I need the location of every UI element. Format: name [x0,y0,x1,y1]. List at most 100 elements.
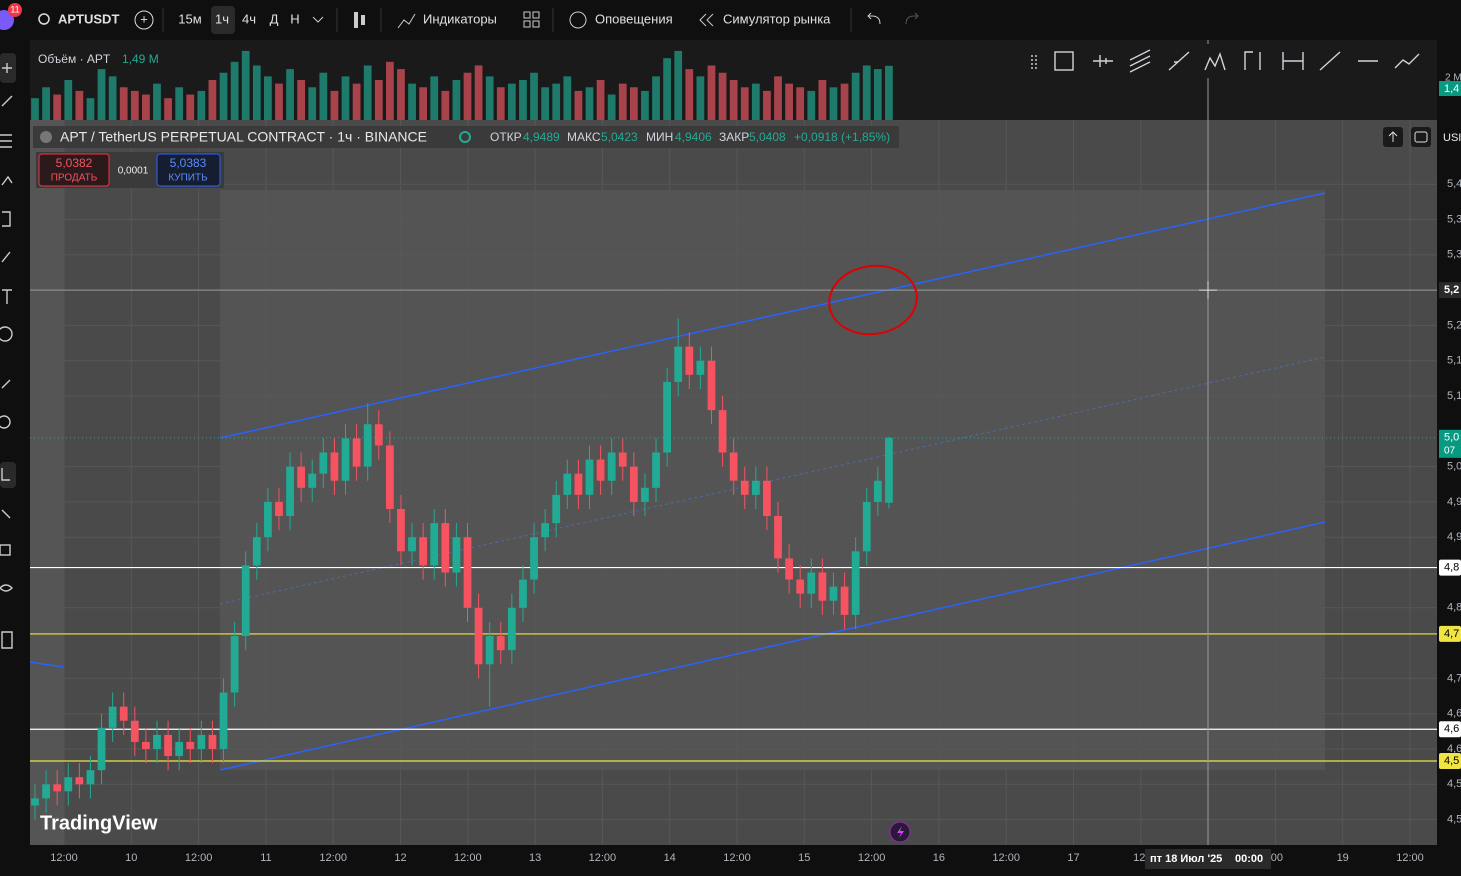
add-symbol[interactable] [134,10,154,30]
buy-button[interactable] [156,153,221,187]
candle-body [385,445,394,509]
ohlc-low-label: МИН [646,130,673,144]
indicators-icon [397,13,416,29]
channel-top [219,192,1326,439]
candle-body [86,770,95,785]
candle-body [297,466,306,488]
level-label: 4,6 [1444,723,1459,735]
candle-body [397,508,405,552]
x-tick-label: 14 [664,852,676,864]
volume-bar [696,76,705,120]
volume-bar [563,76,572,120]
indicators-button[interactable]: Индикаторы [423,11,497,26]
layout-icon[interactable] [523,11,531,19]
volume-bar [419,87,428,120]
y-tick-label: 5,3 [1447,213,1461,225]
annotation-circle [828,264,918,336]
interval[interactable]: Д [270,11,279,26]
volume-bar [507,83,516,120]
volume-bar [774,76,782,120]
candle-body [729,452,738,481]
redo[interactable] [905,12,919,25]
volume-bar [707,65,716,120]
y-tick-label: 4,9 [1447,496,1461,508]
volume-bar [485,76,494,120]
candle-body [275,501,283,517]
chart-type-icon[interactable] [354,12,358,28]
undo[interactable] [867,12,881,25]
y-tick-label: 4,6 [1447,743,1461,755]
volume-bar [153,83,161,120]
x-tick-label: 12:00 [992,852,1020,864]
crosshair-price-tag [1439,282,1461,299]
volume-bar [31,98,39,120]
sell-price: 5,0382 [56,156,93,170]
sell-button[interactable] [38,153,110,187]
volume-bar [86,98,95,120]
alert-icon [569,11,587,29]
candle-body [763,480,771,517]
candle-body [774,516,782,559]
candle-body [485,636,494,665]
volume-bar [186,94,195,120]
volume-bar [618,83,627,120]
level-label: 4,8 [1444,561,1459,573]
candle-body [164,734,172,757]
volume-bar [319,72,328,120]
volume-bar [807,90,816,120]
alerts-button[interactable]: Оповещения [595,11,673,26]
intervals: 15м 1ч 4ч Д Н [178,11,299,26]
volume-bar [751,83,760,120]
y-tick-label: 5,1 [1447,390,1461,402]
candle-body [419,537,428,566]
drawing-tools [0,53,16,649]
candle-body [696,360,705,375]
candle-body [663,381,671,453]
candle-body [97,727,106,771]
candle-body [796,579,805,594]
candle-body [596,459,605,481]
interval[interactable]: 1ч [215,11,229,26]
interval[interactable]: 4ч [242,11,256,26]
interval[interactable]: Н [290,11,299,26]
left-toolbar [0,40,28,876]
volume-bar [818,80,827,120]
y-tick-label: 5,2 [1447,319,1461,331]
volume-bar [219,72,228,120]
buy-price: 5,0383 [170,156,207,170]
candle-body [197,734,206,749]
x-tick-label: 10 [125,852,137,864]
volume-bar [530,72,538,120]
volume-title: Объём · APT [38,52,111,66]
volume-bar [574,90,583,120]
interval[interactable]: 15м [178,11,201,26]
trend-line [29,661,64,668]
fullscreen[interactable] [1411,127,1431,147]
volume-bar [197,90,206,120]
y-tick-label: 4,5 [1447,813,1461,825]
interval-dropdown[interactable] [312,16,324,23]
volume-bar [164,98,172,120]
volume-bar [740,87,749,120]
volume-bar [629,87,638,120]
volume-bar [286,69,294,120]
replay-button[interactable]: Симулятор рынка [723,11,831,26]
volume-bar [352,83,361,120]
candle-body [507,607,516,651]
volume-bar [674,50,683,121]
last-price-tag [1439,429,1461,458]
candle-body [241,565,250,637]
symbol[interactable]: APTUSDT [58,11,119,26]
interval-active [211,6,235,34]
candle-body [807,572,816,594]
shaded-zone [30,120,64,845]
candle-body [441,523,450,573]
candle-body [629,466,638,502]
volume-bar [130,90,139,120]
candle-body [674,346,683,382]
volume-bar [718,72,727,120]
candle-body [585,459,594,495]
volume-bar [330,90,339,120]
volume-bar [408,83,416,120]
level-tag [1439,559,1461,576]
